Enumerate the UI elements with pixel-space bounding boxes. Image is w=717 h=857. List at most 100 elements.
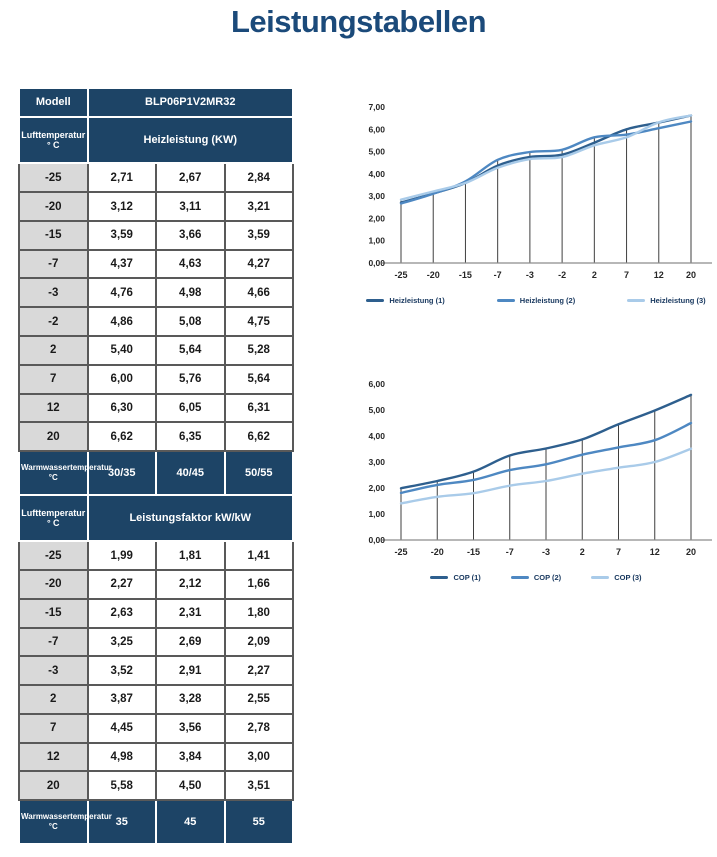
temperature-cell: -20 — [18, 568, 89, 600]
leistungsfaktor-header-cell: Leistungsfaktor kW/kW — [86, 493, 294, 543]
legend-label: Heizleistung (3) — [650, 296, 706, 305]
value-cell: 1,80 — [223, 597, 294, 629]
table-row: -7 3,25 2,69 2,09 — [18, 626, 294, 658]
value-cell: 6,62 — [86, 421, 157, 453]
lufttemperatur-header-cell: Lufttemperatur ° C — [18, 493, 89, 543]
series-line — [399, 114, 693, 201]
series-line — [399, 421, 693, 495]
x-tick-label: -25 — [394, 270, 407, 280]
y-tick-label: 2,00 — [368, 213, 385, 223]
y-tick-label: 6,00 — [368, 379, 385, 389]
table-row: 12 4,98 3,84 3,00 — [18, 741, 294, 773]
value-cell: 3,25 — [86, 626, 157, 658]
wt-5055-cell: 50/55 — [223, 450, 294, 496]
series-line — [399, 447, 693, 505]
series-line — [399, 393, 693, 490]
temperature-cell: -25 — [18, 540, 89, 571]
warmwasser-footer-cell: Warmwassertemperatur °C — [18, 799, 112, 845]
y-tick-label: 3,00 — [368, 191, 385, 201]
table-row: -3 3,52 2,91 2,27 — [18, 655, 294, 687]
value-cell: 4,27 — [223, 248, 294, 280]
table-row: -25 1,99 1,81 1,41 — [18, 540, 294, 571]
value-cell: 2,78 — [223, 712, 294, 744]
legend-label: COP (3) — [614, 573, 642, 582]
y-tick-label: 0,00 — [368, 258, 385, 268]
legend-label: Heizleistung (1) — [389, 296, 445, 305]
value-cell: 2,67 — [155, 162, 226, 194]
table-row: -15 3,59 3,66 3,59 — [18, 219, 294, 251]
y-tick-label: 3,00 — [368, 457, 385, 467]
table-row: 7 6,00 5,76 5,64 — [18, 363, 294, 395]
value-cell: 2,55 — [223, 684, 294, 715]
table-row: -3 4,76 4,98 4,66 — [18, 277, 294, 309]
value-cell: 2,69 — [155, 626, 226, 658]
legend-dash-icon — [627, 299, 646, 302]
temperature-cell: -25 — [18, 162, 89, 194]
value-cell: 6,05 — [155, 392, 226, 424]
table-row: Warmwassertemperatur °C 30/35 40/45 50/55 — [18, 450, 294, 496]
table-row: Modell BLP06P1V2MR32 — [18, 87, 294, 118]
temperature-cell: -7 — [18, 626, 89, 658]
lufttemperatur-header-cell: Lufttemperatur ° C — [18, 115, 89, 165]
value-cell: 3,66 — [155, 219, 226, 251]
value-cell: 4,98 — [86, 741, 157, 773]
table-row: Warmwassertemperatur °C 35 45 55 — [18, 799, 294, 845]
x-tick-label: -20 — [427, 270, 440, 280]
table-row: 7 4,45 3,56 2,78 — [18, 712, 294, 744]
table-row: -2 4,86 5,08 4,75 — [18, 306, 294, 337]
y-tick-label: 6,00 — [368, 124, 385, 134]
cop-legend: COP (1) COP (2) COP (3) — [356, 573, 716, 582]
temperature-cell: 20 — [18, 421, 89, 453]
y-tick-label: 7,00 — [368, 102, 385, 112]
value-cell: 5,40 — [86, 334, 157, 366]
x-tick-label: 12 — [650, 547, 660, 557]
value-cell: 3,11 — [155, 191, 226, 222]
table-row: -20 2,27 2,12 1,66 — [18, 568, 294, 600]
wt-55-cell: 55 — [223, 799, 294, 845]
modell-header-cell: Modell — [18, 87, 89, 118]
value-cell: 2,84 — [223, 162, 294, 194]
value-cell: 5,76 — [155, 363, 226, 395]
y-tick-label: 2,00 — [368, 483, 385, 493]
y-tick-label: 5,00 — [368, 405, 385, 415]
value-cell: 4,98 — [155, 277, 226, 309]
cop-plot: 0,00 1,00 2,00 3,00 4,00 5,00 6,00 -25 -20 -15 -7 -… — [368, 379, 712, 557]
heizleistung-header-cell: Heizleistung (KW) — [86, 115, 294, 165]
temperature-cell: -7 — [18, 248, 89, 280]
table-row: -20 3,12 3,11 3,21 — [18, 191, 294, 222]
value-cell: 6,30 — [86, 392, 157, 424]
legend-item: Heizleistung (2) — [496, 296, 575, 305]
y-tick-label: 4,00 — [368, 431, 385, 441]
y-tick-label: 4,00 — [368, 169, 385, 179]
x-tick-label: 12 — [654, 270, 664, 280]
legend-item: COP (3) — [591, 573, 642, 582]
legend-dash-icon — [496, 299, 515, 302]
x-tick-label: -3 — [526, 270, 534, 280]
cop-chart: 0,00 1,00 2,00 3,00 4,00 5,00 6,00 -25 -20 -15 -7 -… — [356, 372, 716, 582]
value-cell: 6,62 — [223, 421, 294, 453]
value-cell: 3,51 — [223, 770, 294, 802]
value-cell: 3,00 — [223, 741, 294, 773]
temperature-cell: 2 — [18, 334, 89, 366]
x-tick-label: 20 — [686, 547, 696, 557]
value-cell: 3,59 — [86, 219, 157, 251]
value-cell: 5,08 — [155, 306, 226, 337]
legend-item: COP (2) — [510, 573, 561, 582]
page-title: Leistungstabellen — [230, 4, 487, 39]
table-row: -25 2,71 2,67 2,84 — [18, 162, 294, 194]
performance-table: Modell BLP06P1V2MR32 Lufttemperatur ° C Hei… — [18, 87, 294, 845]
value-cell: 3,59 — [223, 219, 294, 251]
temperature-cell: 7 — [18, 712, 89, 744]
value-cell: 4,86 — [86, 306, 157, 337]
x-tick-label: -7 — [506, 547, 514, 557]
temperature-cell: -3 — [18, 277, 89, 309]
value-cell: 5,58 — [86, 770, 157, 802]
x-tick-label: 2 — [592, 270, 597, 280]
x-tick-label: -20 — [431, 547, 444, 557]
value-cell: 6,00 — [86, 363, 157, 395]
temperature-cell: -2 — [18, 306, 89, 337]
legend-dash-icon — [510, 576, 529, 579]
legend-dash-icon — [430, 576, 449, 579]
x-tick-label: -25 — [394, 547, 407, 557]
